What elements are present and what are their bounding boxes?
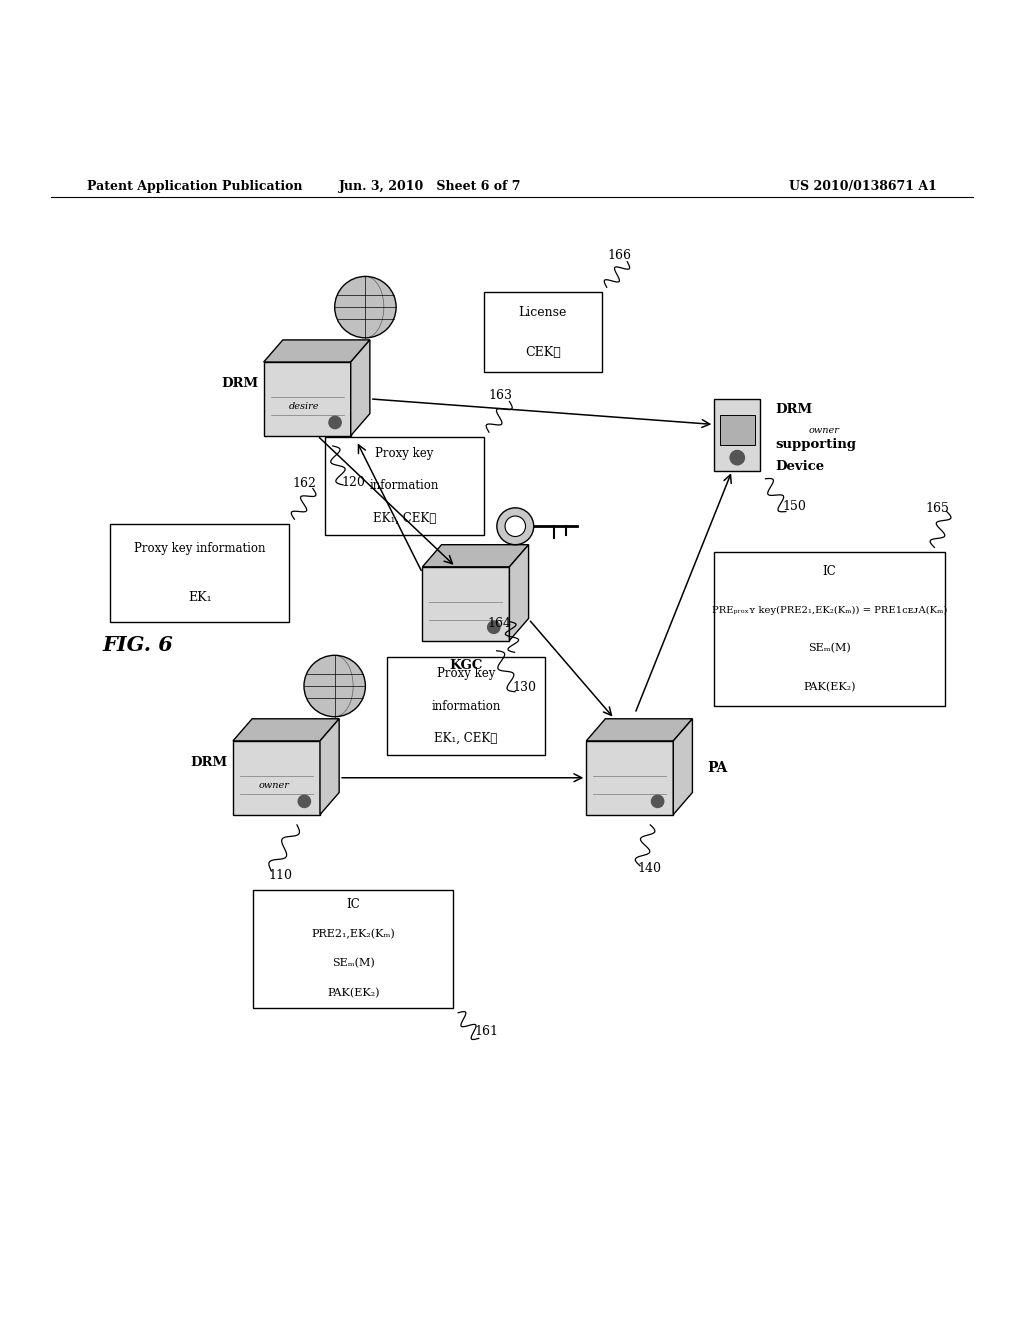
Polygon shape xyxy=(233,719,339,741)
Polygon shape xyxy=(233,741,319,814)
Text: 161: 161 xyxy=(475,1026,499,1039)
Text: owner: owner xyxy=(258,781,290,789)
Text: IC: IC xyxy=(346,898,360,911)
Text: FIG. 6: FIG. 6 xyxy=(102,635,174,655)
Circle shape xyxy=(505,516,525,536)
Text: SEₘ(M): SEₘ(M) xyxy=(808,643,851,653)
Text: Proxy key information: Proxy key information xyxy=(134,543,265,556)
Text: Proxy key: Proxy key xyxy=(375,447,434,459)
Bar xyxy=(326,437,484,535)
Text: EK₁: EK₁ xyxy=(187,591,212,603)
Text: DRM: DRM xyxy=(190,756,227,768)
Text: 140: 140 xyxy=(638,862,662,875)
Text: 166: 166 xyxy=(607,248,631,261)
Polygon shape xyxy=(319,719,339,814)
Bar xyxy=(484,293,602,372)
Polygon shape xyxy=(264,339,370,362)
Text: 110: 110 xyxy=(268,870,292,882)
Text: Device: Device xyxy=(776,461,824,474)
Text: owner: owner xyxy=(809,425,840,434)
Text: information: information xyxy=(370,479,439,492)
Polygon shape xyxy=(264,362,350,436)
Text: 162: 162 xyxy=(292,477,316,490)
Circle shape xyxy=(298,795,310,808)
Bar xyxy=(720,416,755,445)
Circle shape xyxy=(304,655,366,717)
Text: PREₚᵣₒₓʏ key(PRE2₁,EK₂(Kₘ)) = PRE1ᴄᴇᴊA(Kₘ): PREₚᵣₒₓʏ key(PRE2₁,EK₂(Kₘ)) = PRE1ᴄᴇᴊA(K… xyxy=(712,606,947,615)
Text: 150: 150 xyxy=(782,499,807,512)
Text: EK₁, CEK⁁: EK₁, CEK⁁ xyxy=(434,733,498,744)
Bar xyxy=(715,553,944,706)
Text: desire: desire xyxy=(289,403,319,411)
Text: DRM: DRM xyxy=(221,378,258,389)
Text: 130: 130 xyxy=(512,681,537,694)
Polygon shape xyxy=(586,741,674,814)
Text: 165: 165 xyxy=(925,502,949,515)
Text: 120: 120 xyxy=(341,475,365,488)
Text: Proxy key: Proxy key xyxy=(436,667,496,680)
Text: PRE2₁,EK₂(Kₘ): PRE2₁,EK₂(Kₘ) xyxy=(311,929,395,940)
Polygon shape xyxy=(674,719,692,814)
Polygon shape xyxy=(423,566,510,640)
Text: KGC: KGC xyxy=(450,659,482,672)
Text: CEK⁁: CEK⁁ xyxy=(525,346,560,359)
Polygon shape xyxy=(586,719,692,741)
Circle shape xyxy=(335,276,396,338)
Circle shape xyxy=(651,795,664,808)
Bar xyxy=(387,657,545,755)
Text: US 2010/0138671 A1: US 2010/0138671 A1 xyxy=(790,181,937,194)
Text: SEₘ(M): SEₘ(M) xyxy=(332,958,375,969)
Polygon shape xyxy=(510,545,528,640)
Text: information: information xyxy=(431,700,501,713)
Text: Patent Application Publication: Patent Application Publication xyxy=(87,181,302,194)
Text: PA: PA xyxy=(708,760,728,775)
Text: 164: 164 xyxy=(487,616,511,630)
Bar xyxy=(111,524,289,622)
Bar xyxy=(715,399,760,470)
Text: 163: 163 xyxy=(488,389,513,403)
Circle shape xyxy=(730,450,744,465)
Polygon shape xyxy=(423,545,528,566)
Text: Jun. 3, 2010   Sheet 6 of 7: Jun. 3, 2010 Sheet 6 of 7 xyxy=(339,181,521,194)
Text: IC: IC xyxy=(822,565,837,578)
Text: PAK(EK₂): PAK(EK₂) xyxy=(327,987,380,998)
Text: DRM: DRM xyxy=(776,403,813,416)
Circle shape xyxy=(497,508,534,545)
Text: PAK(EK₂): PAK(EK₂) xyxy=(803,681,856,692)
Polygon shape xyxy=(350,339,370,436)
Text: EK₁, CEK⁁: EK₁, CEK⁁ xyxy=(373,512,436,525)
Text: License: License xyxy=(518,306,567,319)
Bar xyxy=(253,890,453,1007)
Circle shape xyxy=(487,622,500,634)
Circle shape xyxy=(329,416,341,429)
Text: supporting: supporting xyxy=(776,438,857,451)
